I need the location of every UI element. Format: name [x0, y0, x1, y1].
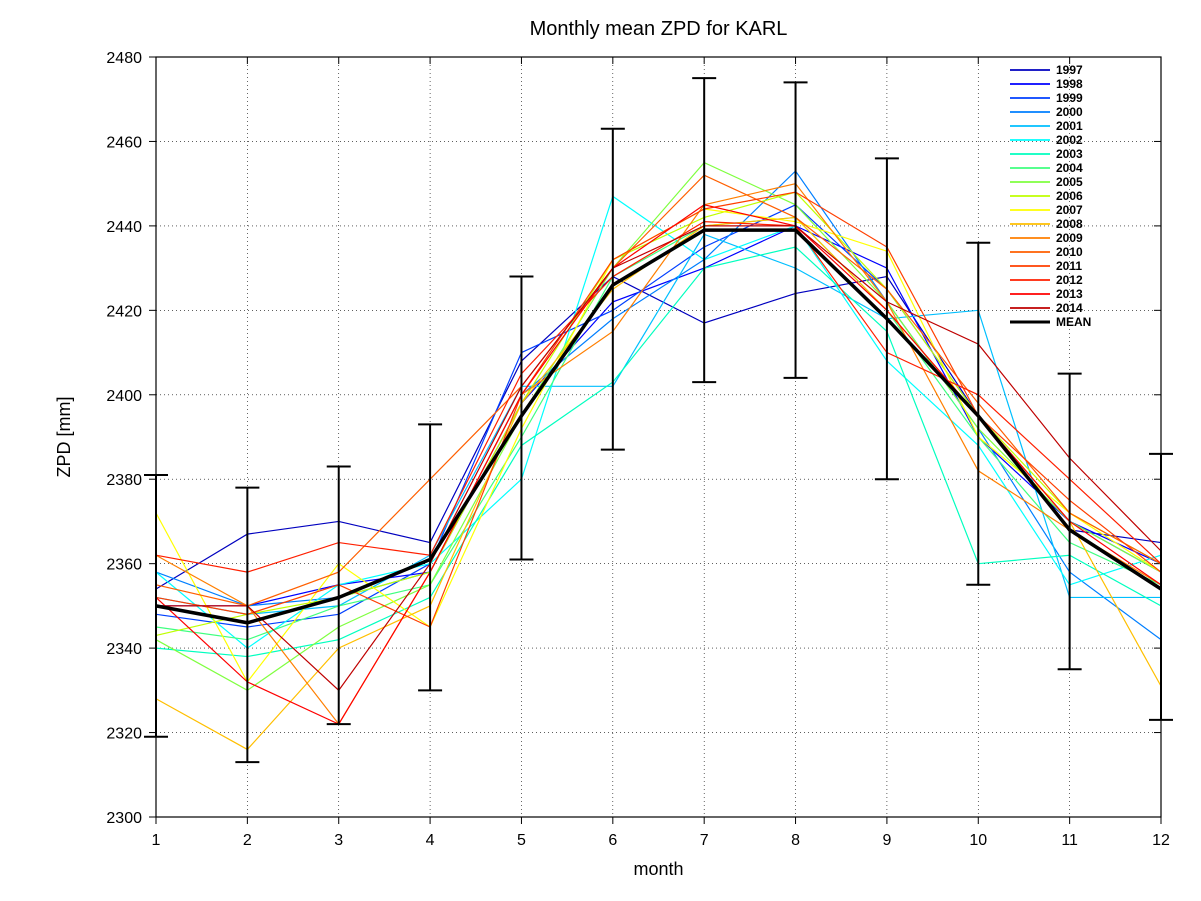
ytick-label: 2340: [106, 641, 142, 658]
chart-container: 1234567891011122300232023402360238024002…: [0, 0, 1201, 901]
xtick-label: 9: [882, 832, 891, 849]
ytick-label: 2300: [106, 810, 142, 827]
legend-label: 2009: [1056, 231, 1083, 245]
xtick-label: 1: [152, 832, 161, 849]
ytick-label: 2360: [106, 557, 142, 574]
chart-title: Monthly mean ZPD for KARL: [530, 18, 788, 40]
x-axis-label: month: [633, 859, 683, 879]
xtick-label: 5: [517, 832, 526, 849]
ytick-label: 2380: [106, 472, 142, 489]
legend-label: 2004: [1056, 161, 1083, 175]
xtick-label: 12: [1152, 832, 1170, 849]
legend-label: 2012: [1056, 273, 1083, 287]
xtick-label: 8: [791, 832, 800, 849]
xtick-label: 11: [1061, 832, 1078, 849]
legend-label: 2007: [1056, 203, 1083, 217]
xtick-label: 6: [608, 832, 617, 849]
ytick-label: 2320: [106, 726, 142, 743]
legend-label: 2006: [1056, 189, 1083, 203]
zpd-chart: 1234567891011122300232023402360238024002…: [0, 0, 1201, 901]
xtick-label: 10: [969, 832, 987, 849]
legend-label: 2010: [1056, 245, 1083, 259]
ytick-label: 2440: [106, 219, 142, 236]
legend-label: 2008: [1056, 217, 1083, 231]
y-axis-label: ZPD [mm]: [54, 397, 74, 478]
legend-label: 2001: [1056, 119, 1083, 133]
legend-label: 1999: [1056, 91, 1083, 105]
legend-label: MEAN: [1056, 315, 1091, 329]
ytick-label: 2480: [106, 50, 142, 67]
legend-label: 2013: [1056, 287, 1083, 301]
legend-label: 2002: [1056, 133, 1083, 147]
legend-label: 2011: [1056, 259, 1082, 273]
ytick-label: 2420: [106, 303, 142, 320]
legend-label: 2005: [1056, 175, 1083, 189]
legend-label: 2000: [1056, 105, 1083, 119]
legend-label: 1998: [1056, 77, 1083, 91]
xtick-label: 3: [334, 832, 343, 849]
legend-label: 1997: [1056, 63, 1083, 77]
xtick-label: 7: [700, 832, 709, 849]
chart-bg: [0, 0, 1201, 901]
xtick-label: 2: [243, 832, 252, 849]
legend-label: 2003: [1056, 147, 1083, 161]
xtick-label: 4: [426, 832, 435, 849]
ytick-label: 2400: [106, 388, 142, 405]
ytick-label: 2460: [106, 134, 142, 151]
legend-label: 2014: [1056, 301, 1083, 315]
